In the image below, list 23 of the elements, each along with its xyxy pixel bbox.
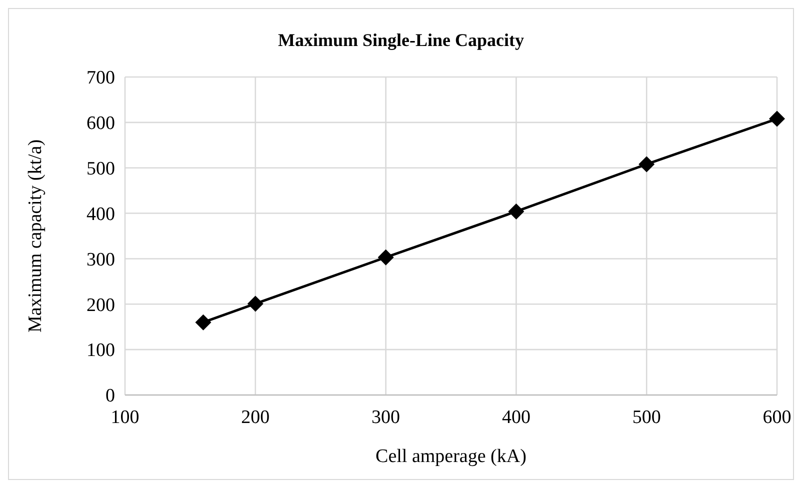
y-tick-label: 200 [86, 294, 115, 316]
x-tick-label: 100 [110, 407, 140, 428]
x-axis-title: Cell amperage (kA) [376, 446, 526, 467]
y-tick-label: 400 [86, 204, 115, 225]
y-tick-label: 500 [86, 158, 115, 180]
point [247, 296, 264, 312]
x-tick-label: 600 [762, 407, 792, 428]
point [195, 314, 212, 330]
point [638, 156, 655, 172]
point [769, 110, 785, 127]
chart-title: Maximum Single-Line Capacity [278, 30, 524, 50]
y-tick-label: 300 [86, 249, 115, 270]
x-tick-label: 300 [372, 407, 400, 428]
point [378, 249, 394, 266]
y-tick-label: 700 [86, 68, 115, 89]
y-tick-label: 0 [106, 386, 115, 407]
point [508, 203, 524, 220]
x-tick-label: 400 [502, 407, 530, 428]
x-tick-label: 200 [241, 407, 270, 428]
y-tick-label: 100 [86, 340, 115, 362]
y-tick-label: 600 [86, 113, 115, 134]
x-tick-label: 500 [632, 407, 661, 428]
y-axis-title: Maximum capacity (kt/a) [25, 139, 46, 333]
